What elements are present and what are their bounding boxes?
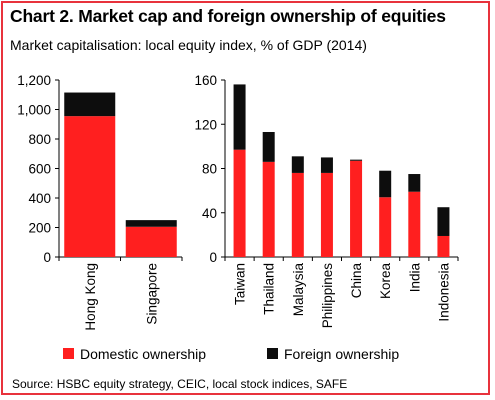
- category-label: India: [407, 263, 422, 293]
- category-label: Thailand: [262, 263, 277, 315]
- bar-domestic-hong-kong: [64, 116, 116, 257]
- y-tick-label: 40: [202, 206, 217, 221]
- bar-foreign-india: [408, 174, 421, 192]
- bar-domestic-taiwan: [233, 149, 246, 257]
- y-tick-label: 1,000: [17, 103, 51, 118]
- y-tick-label: 120: [194, 117, 217, 132]
- legend-label-foreign: Foreign ownership: [284, 346, 399, 362]
- y-tick-label: 80: [202, 162, 217, 177]
- y-tick-label: 0: [209, 250, 217, 265]
- bar-domestic-malaysia: [291, 172, 304, 257]
- bar-foreign-indonesia: [437, 207, 450, 236]
- bar-domestic-korea: [379, 197, 392, 257]
- y-tick-label: 0: [43, 250, 51, 265]
- category-label: Taiwan: [233, 263, 248, 305]
- chart-title: Chart 2. Market cap and foreign ownershi…: [10, 6, 446, 26]
- bar-domestic-philippines: [320, 172, 333, 257]
- y-tick-label: 800: [28, 132, 51, 147]
- bar-foreign-china: [350, 159, 363, 161]
- category-label: Indonesia: [436, 263, 451, 322]
- y-tick-label: 400: [28, 191, 51, 206]
- bar-foreign-thailand: [262, 131, 275, 162]
- bar-foreign-taiwan: [233, 84, 246, 150]
- y-tick-label: 600: [28, 162, 51, 177]
- bar-domestic-india: [408, 191, 421, 257]
- category-label: Malaysia: [291, 263, 306, 317]
- bar-foreign-philippines: [320, 157, 333, 173]
- bar-domestic-indonesia: [437, 235, 450, 257]
- category-label: Philippines: [320, 263, 335, 329]
- bar-domestic-china: [350, 160, 363, 257]
- bar-foreign-korea: [379, 170, 392, 198]
- bar-foreign-singapore: [125, 220, 177, 227]
- bar-domestic-singapore: [125, 226, 177, 257]
- y-tick-label: 1,200: [17, 73, 51, 88]
- category-label: Singapore: [144, 263, 159, 325]
- y-tick-label: 200: [28, 221, 51, 236]
- category-label: China: [349, 263, 364, 299]
- category-label: Korea: [378, 263, 393, 300]
- y-tick-label: 160: [194, 73, 217, 88]
- bar-foreign-hong-kong: [64, 92, 116, 117]
- bar-foreign-malaysia: [291, 156, 304, 173]
- legend-swatch-foreign: [267, 348, 278, 359]
- source-note: Source: HSBC equity strategy, CEIC, loca…: [12, 377, 348, 391]
- legend-swatch-domestic: [63, 348, 74, 359]
- chart-subtitle: Market capitalisation: local equity inde…: [10, 37, 367, 53]
- category-label: Hong Kong: [83, 263, 98, 331]
- bar-domestic-thailand: [262, 161, 275, 257]
- legend-label-domestic: Domestic ownership: [80, 346, 206, 362]
